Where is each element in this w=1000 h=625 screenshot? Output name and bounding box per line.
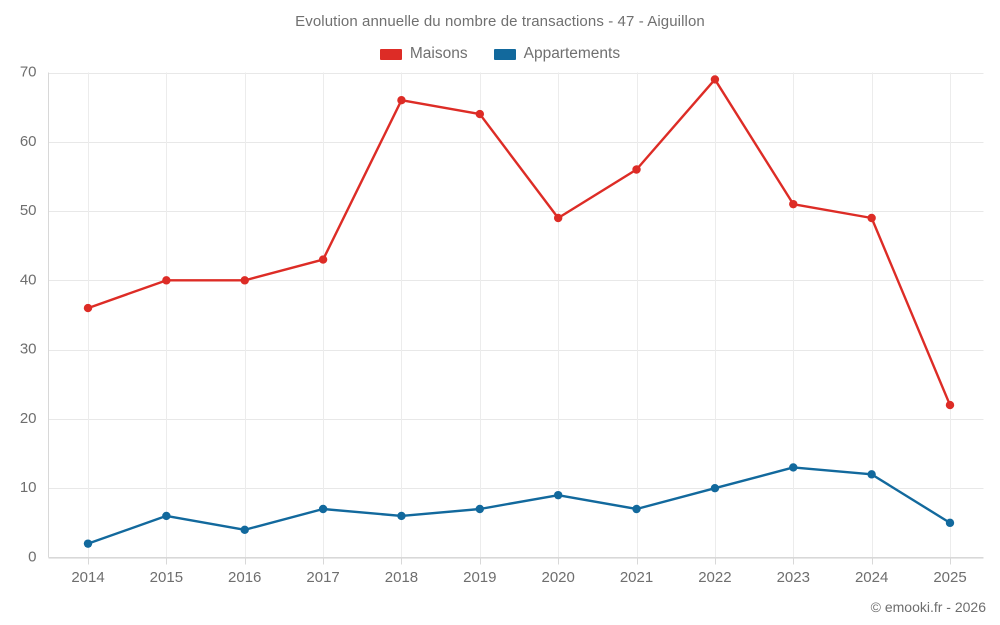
y-axis-tick-labels: 0 10 20 30 40 50 60 70 [20,63,37,565]
data-point[interactable] [553,213,563,223]
series-appartements [83,463,955,548]
line-appartements [86,466,952,545]
x-tick-label: 2019 [463,569,496,586]
legend-label-appartements: Appartements [523,45,621,62]
legend-item-appartements[interactable]: Appartements [493,45,621,63]
gridlines-vertical [88,72,951,558]
x-tick-label: 2014 [71,569,104,586]
x-tick-label: 2022 [698,569,731,586]
data-point[interactable] [789,199,798,209]
line-maisons [86,78,952,407]
data-point[interactable] [475,109,485,119]
x-axis-tickmarks [88,557,951,565]
y-tick-label: 50 [20,202,37,219]
data-point[interactable] [397,96,406,105]
y-tick-label: 70 [20,63,37,80]
legend-swatch-appartements [493,48,516,60]
y-tick-label: 0 [28,548,36,565]
data-point[interactable] [397,511,406,521]
chart-credit: © emooki.fr - 2026 [870,599,986,615]
x-tick-label: 2021 [620,569,653,586]
x-tick-label: 2025 [933,569,966,586]
gridlines-horizontal [48,73,984,559]
data-point[interactable] [710,75,720,84]
y-tick-label: 10 [20,479,37,496]
series-maisons [83,75,955,410]
data-point[interactable] [162,511,171,521]
chart-legend: Maisons Appartements [0,45,1000,63]
y-tick-label: 60 [20,133,37,150]
x-tick-label: 2018 [385,569,418,586]
x-axis-tick-labels: 2014 2015 2016 2017 2018 2019 2020 2021 2022 2023… [71,569,966,586]
x-tick-label: 2015 [150,569,183,586]
y-tick-label: 40 [20,271,37,288]
data-point[interactable] [162,276,171,285]
data-point[interactable] [318,504,328,514]
data-point[interactable] [240,525,249,534]
data-point[interactable] [240,276,249,285]
data-point[interactable] [83,539,93,548]
y-tick-label: 30 [20,341,37,358]
x-tick-label: 2020 [541,569,574,586]
legend-label-maisons: Maisons [409,45,468,62]
data-point[interactable] [789,463,798,472]
x-tick-label: 2017 [306,569,339,586]
data-point[interactable] [83,303,93,313]
legend-item-maisons[interactable]: Maisons [379,45,468,63]
x-tick-label: 2016 [228,569,261,586]
chart-title: Evolution annuelle du nombre de transact… [295,13,705,30]
data-point[interactable] [945,518,955,528]
data-point[interactable] [867,470,876,479]
data-point[interactable] [553,490,563,500]
x-tick-label: 2024 [855,569,888,586]
data-point[interactable] [318,255,328,264]
data-point[interactable] [867,213,876,223]
data-point[interactable] [632,165,641,174]
data-point[interactable] [945,400,955,410]
data-point[interactable] [632,504,641,514]
x-tick-label: 2023 [777,569,810,586]
legend-swatch-maisons [379,48,402,60]
data-point[interactable] [710,484,720,493]
y-tick-label: 20 [20,410,37,427]
axis-lines [48,72,984,558]
data-point[interactable] [475,504,485,514]
